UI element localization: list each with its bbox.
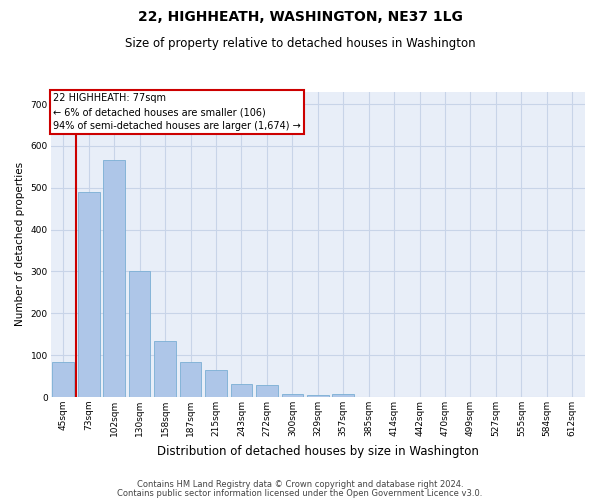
Bar [256,386,278,397]
Text: 22 HIGHHEATH: 77sqm
← 6% of detached houses are smaller (106)
94% of semi-detach: 22 HIGHHEATH: 77sqm ← 6% of detached hou… [53,93,301,131]
Y-axis label: Number of detached properties: Number of detached properties [15,162,25,326]
Bar [78,192,100,397]
X-axis label: Distribution of detached houses by size in Washington: Distribution of detached houses by size … [157,444,479,458]
Bar [307,394,329,397]
Bar [129,270,151,397]
Bar [205,370,227,397]
Text: Contains public sector information licensed under the Open Government Licence v3: Contains public sector information licen… [118,489,482,498]
Bar [230,384,252,397]
Text: Size of property relative to detached houses in Washington: Size of property relative to detached ho… [125,38,475,51]
Bar [52,362,74,397]
Bar [332,394,354,397]
Bar [154,340,176,397]
Text: Contains HM Land Registry data © Crown copyright and database right 2024.: Contains HM Land Registry data © Crown c… [137,480,463,489]
Bar [103,160,125,397]
Bar [180,362,202,397]
Text: 22, HIGHHEATH, WASHINGTON, NE37 1LG: 22, HIGHHEATH, WASHINGTON, NE37 1LG [137,10,463,24]
Bar [281,394,303,397]
